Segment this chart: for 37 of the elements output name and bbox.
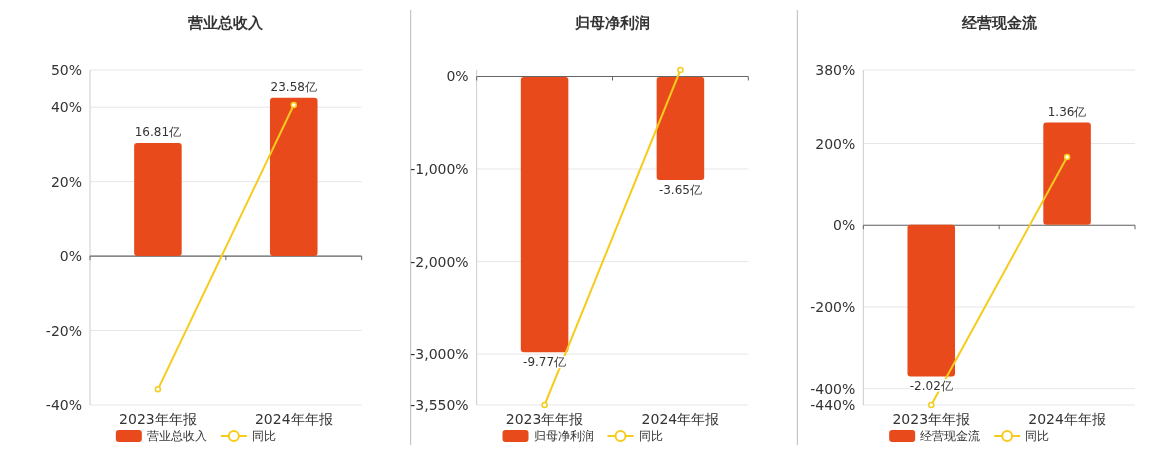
y-tick-label: -2,000% (410, 253, 469, 270)
y-tick-label: 50% (50, 62, 82, 78)
data-label: 16.81亿 (134, 125, 182, 140)
x-tick-label: 2023年年报 (892, 411, 971, 427)
x-tick-label: 2023年年报 (505, 411, 584, 427)
y-tick-label: -1,000% (410, 161, 469, 178)
y-tick-label: 200% (815, 135, 856, 152)
y-tick-label: 0% (59, 248, 82, 265)
data-label: 23.58亿 (270, 79, 317, 94)
chart-title: 归母净利润 (574, 14, 650, 32)
legend-label: 经营现金流 (920, 429, 981, 443)
y-tick-label: -3,000% (410, 346, 469, 363)
legend-label: 同比 (638, 429, 663, 443)
x-tick-label: 2023年年报 (119, 411, 197, 427)
legend-label: 归母净利润 (533, 429, 594, 443)
y-tick-label: -40% (45, 397, 82, 413)
legend-label: 同比 (1025, 429, 1050, 443)
y-tick-label: -400% (810, 380, 856, 397)
legend-label: 同比 (251, 429, 276, 443)
x-tick-label: 2024年年报 (641, 411, 720, 427)
data-label: -3.65亿 (658, 182, 702, 197)
y-tick-label: 380% (815, 62, 856, 78)
chart-title: 营业总收入 (187, 14, 265, 32)
y-tick-label: 0% (833, 217, 856, 234)
y-tick-label: 40% (50, 99, 82, 116)
y-tick-label: 20% (50, 173, 82, 190)
y-tick-label: -440% (810, 397, 856, 413)
data-label: -2.02亿 (909, 379, 953, 394)
chart-title: 经营现金流 (960, 14, 1038, 32)
data-label: 1.36亿 (1047, 104, 1087, 119)
x-tick-label: 2024年年报 (254, 411, 333, 427)
x-tick-label: 2024年年报 (1028, 411, 1106, 427)
y-tick-label: 0% (446, 68, 469, 85)
y-tick-label: -3,550% (410, 397, 469, 413)
y-tick-label: -200% (810, 298, 856, 315)
y-tick-label: -20% (45, 322, 82, 339)
legend-label: 营业总收入 (146, 429, 207, 443)
